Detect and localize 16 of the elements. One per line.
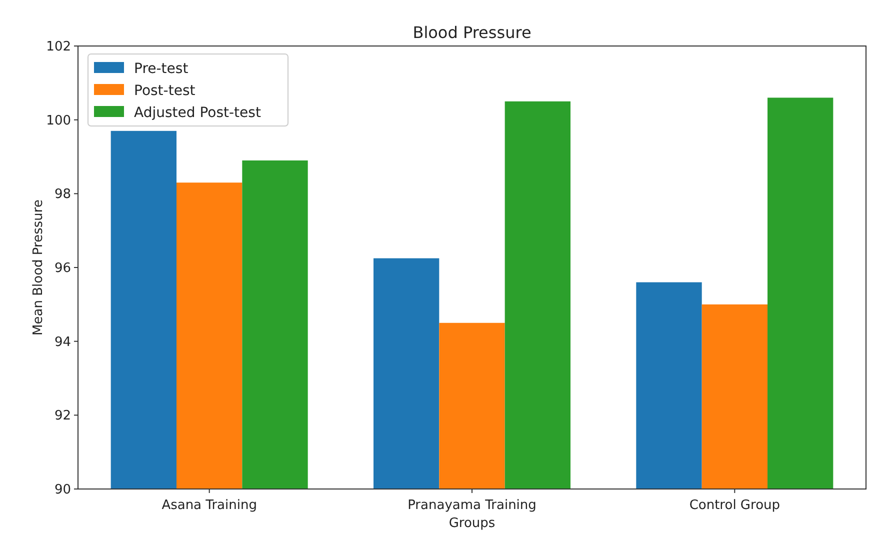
x-tick-label: Asana Training bbox=[162, 498, 257, 513]
chart-title: Blood Pressure bbox=[412, 23, 532, 42]
legend-label: Post-test bbox=[134, 82, 196, 99]
x-axis-title: Groups bbox=[448, 516, 496, 531]
x-tick-label: Control Group bbox=[689, 498, 780, 513]
y-tick-label: 92 bbox=[54, 408, 71, 424]
y-tick-label: 100 bbox=[46, 113, 71, 128]
y-tick-label: 90 bbox=[54, 482, 71, 498]
y-tick-label: 98 bbox=[54, 187, 71, 202]
x-tick-label: Pranayama Training bbox=[408, 498, 536, 513]
y-axis-title: Mean Blood Pressure bbox=[31, 200, 46, 336]
legend-label: Adjusted Post-test bbox=[134, 104, 262, 121]
y-tick-label: 96 bbox=[54, 261, 71, 276]
y-tick-label: 94 bbox=[54, 334, 71, 350]
legend-label: Pre-test bbox=[134, 60, 189, 77]
y-tick-label: 102 bbox=[46, 40, 71, 55]
